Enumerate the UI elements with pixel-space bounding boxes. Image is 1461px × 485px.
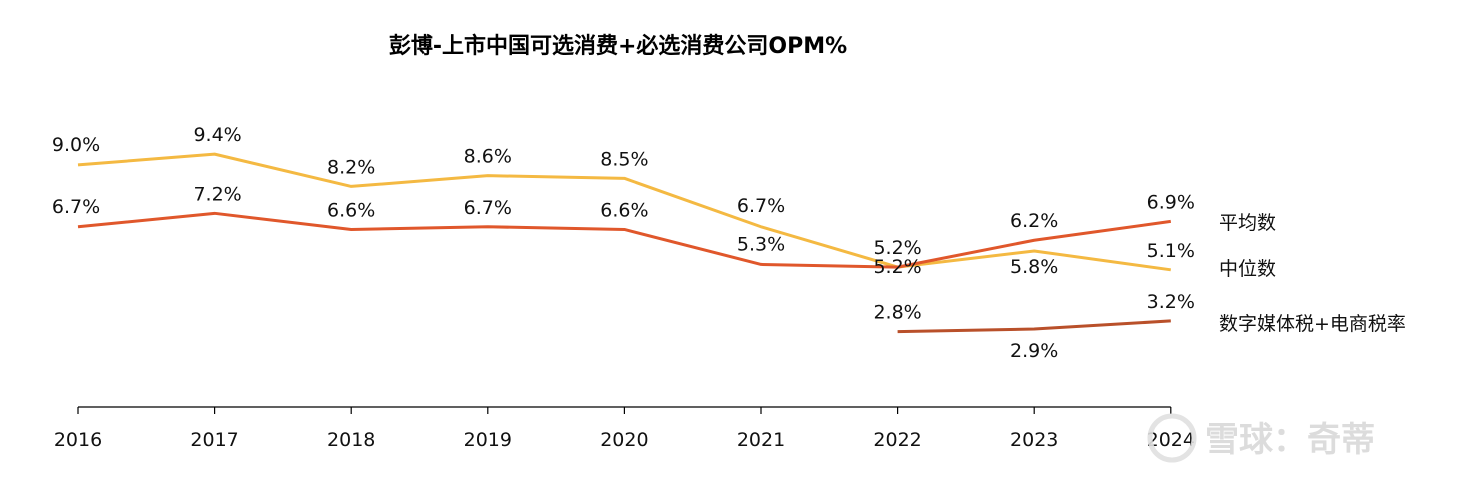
data-label: 6.6% [600, 199, 648, 221]
data-label: 5.2% [873, 237, 921, 259]
series-lines [77, 152, 1172, 334]
chart-title: 彭博-上市中国可选消费+必选消费公司OPM% [389, 33, 847, 59]
data-label: 8.5% [600, 148, 648, 170]
legend-label: 中位数 [1219, 258, 1276, 280]
x-axis: 2016 2017 2018 2019 2020 2021 2022 2023 2024 [54, 406, 1195, 451]
data-label: 5.1% [1147, 240, 1195, 262]
legend-label: 平均数 [1219, 212, 1276, 234]
data-label: 5.8% [1010, 256, 1058, 278]
x-tick-label: 2016 [54, 429, 102, 451]
data-label: 6.7% [464, 197, 512, 219]
data-label: 6.6% [327, 199, 375, 221]
data-label: 6.7% [737, 195, 785, 217]
data-label: 3.2% [1147, 291, 1195, 313]
data-label: 8.6% [464, 146, 512, 168]
x-tick-label: 2017 [190, 429, 238, 451]
series-line-2 [897, 319, 1171, 334]
x-tick-label: 2022 [873, 429, 921, 451]
watermark-text: 雪球：奇蒂 [1205, 420, 1375, 460]
data-label: 9.0% [52, 134, 100, 156]
x-tick-label: 2019 [464, 429, 512, 451]
data-label: 6.2% [1010, 210, 1058, 232]
data-label: 8.2% [327, 156, 375, 178]
data-label: 9.4% [193, 124, 241, 146]
watermark-logo-icon [1147, 413, 1197, 463]
x-tick-label: 2023 [1010, 429, 1058, 451]
data-label: 2.9% [1010, 340, 1058, 362]
x-tick-label: 2020 [600, 429, 648, 451]
x-tick-label: 2018 [327, 429, 375, 451]
data-label: 6.7% [52, 196, 100, 218]
x-tick-label: 2024 [1147, 429, 1195, 451]
data-label: 6.9% [1147, 191, 1195, 213]
watermark: 雪球：奇蒂 [1147, 413, 1375, 463]
data-label: 2.8% [873, 302, 921, 324]
legend-label: 数字媒体税+电商税率 [1219, 313, 1406, 335]
data-label: 5.3% [737, 233, 785, 255]
data-labels: 9.0% 9.4% 8.2% 8.6% 8.5% 6.7% 5.2% 5.8% 5.1% 6.7%… [52, 124, 1195, 362]
x-tick-label: 2021 [737, 429, 785, 451]
data-label: 7.2% [193, 183, 241, 205]
data-label: 5.2% [873, 256, 921, 278]
